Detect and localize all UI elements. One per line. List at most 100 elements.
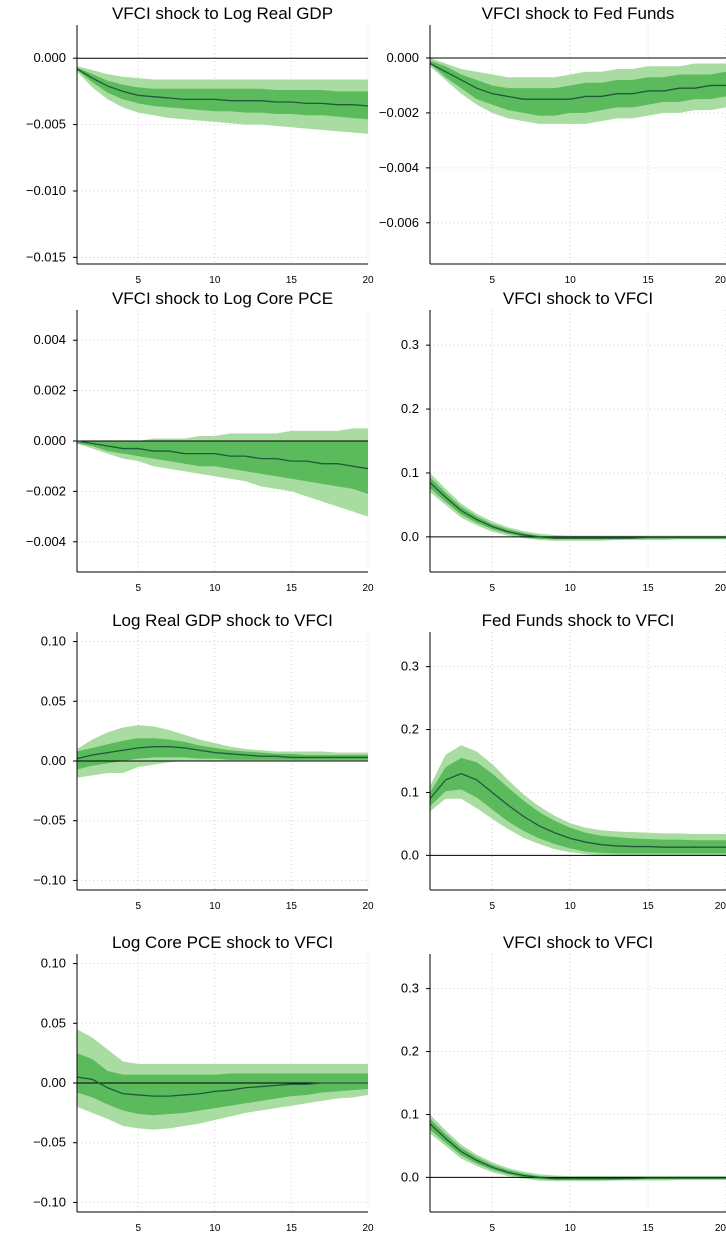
inner-confidence-band	[430, 60, 726, 116]
plot-area	[430, 745, 726, 857]
outer-confidence-band	[430, 1114, 726, 1182]
x-tick-label: 20	[362, 275, 374, 286]
inner-confidence-band	[77, 441, 368, 494]
plot-area	[430, 472, 726, 541]
y-tick-label: −0.05	[33, 813, 66, 828]
median-response-line	[430, 482, 726, 539]
y-tick-label: −0.006	[379, 215, 419, 230]
y-tick-label: 0.2	[401, 722, 419, 737]
inner-confidence-band	[77, 1053, 368, 1116]
plot-area	[430, 57, 726, 124]
x-tick-label: 20	[362, 1223, 374, 1234]
plot-area	[77, 1029, 368, 1130]
y-tick-label: 0.1	[401, 465, 419, 480]
y-tick-label: 0.0	[401, 1169, 419, 1184]
median-response-line	[77, 1076, 368, 1097]
panel-title: Log Core PCE shock to VFCI	[112, 933, 333, 952]
y-tick-label: 0.3	[401, 659, 419, 674]
median-response-line	[430, 62, 726, 100]
irf-panel-7: Log Core PCE shock to VFCI 0.10 0.05 0.00 −0…	[33, 933, 374, 1234]
panel-title: VFCI shock to VFCI	[503, 289, 653, 308]
y-tick-label: −0.10	[33, 872, 66, 887]
x-tick-label: 5	[490, 1223, 496, 1234]
x-tick-label: 5	[490, 275, 496, 286]
y-tick-label: −0.005	[26, 117, 66, 132]
panel-title: VFCI shock to VFCI	[503, 933, 653, 952]
panel-title: Log Real GDP shock to VFCI	[112, 611, 333, 630]
irf-panel-1: VFCI shock to Log Real GDP 0.000 −0.005 −0.…	[26, 4, 374, 286]
inner-confidence-band	[77, 67, 368, 120]
y-tick-label: 0.05	[41, 1015, 66, 1030]
panel-title: Fed Funds shock to VFCI	[482, 611, 675, 630]
y-tick-label: 0.00	[41, 1075, 66, 1090]
y-tick-label: 0.05	[41, 693, 66, 708]
y-tick-label: 0.000	[33, 433, 66, 448]
y-tick-label: 0.002	[33, 383, 66, 398]
x-tick-label: 5	[490, 583, 496, 594]
y-tick-label: 0.3	[401, 981, 419, 996]
x-tick-label: 5	[135, 583, 141, 594]
y-tick-label: 0.10	[41, 956, 66, 971]
median-response-line	[77, 746, 368, 760]
inner-confidence-band	[430, 1118, 726, 1180]
y-tick-label: 0.0	[401, 529, 419, 544]
y-tick-label: 0.2	[401, 401, 419, 416]
y-tick-label: −0.05	[33, 1135, 66, 1150]
y-tick-label: −0.004	[379, 160, 419, 175]
x-tick-label: 20	[362, 901, 374, 912]
x-tick-label: 15	[643, 583, 655, 594]
y-tick-label: 0.10	[41, 634, 66, 649]
y-tick-label: −0.002	[379, 105, 419, 120]
x-tick-label: 15	[286, 1223, 298, 1234]
x-tick-label: 5	[135, 275, 141, 286]
x-tick-label: 20	[362, 583, 374, 594]
x-tick-label: 20	[715, 1223, 726, 1234]
x-tick-label: 5	[135, 1223, 141, 1234]
inner-confidence-band	[430, 477, 726, 540]
x-tick-label: 10	[565, 275, 577, 286]
irf-panel-8: VFCI shock to VFCI 0.3 0.2 0.1 0.0 5 10 15 20	[401, 933, 726, 1234]
plot-area	[77, 725, 368, 778]
y-tick-label: −0.002	[26, 483, 66, 498]
y-tick-label: 0.2	[401, 1044, 419, 1059]
median-response-line	[77, 440, 368, 470]
y-tick-label: 0.00	[41, 753, 66, 768]
median-response-line	[77, 68, 368, 107]
plot-area	[77, 57, 368, 134]
median-response-line	[430, 1123, 726, 1180]
plot-area	[77, 428, 368, 517]
y-tick-label: −0.010	[26, 183, 66, 198]
y-tick-label: 0.0	[401, 847, 419, 862]
y-tick-label: 0.3	[401, 337, 419, 352]
x-tick-label: 20	[715, 901, 726, 912]
irf-panel-5: Log Real GDP shock to VFCI 0.10 0.05 0.00 −0…	[33, 611, 374, 912]
median-response-line	[430, 772, 726, 848]
y-tick-label: 0.1	[401, 1106, 419, 1121]
x-tick-label: 10	[209, 583, 221, 594]
x-tick-label: 15	[286, 275, 298, 286]
x-tick-label: 10	[209, 275, 221, 286]
y-tick-label: 0.000	[33, 50, 66, 65]
panel-title: VFCI shock to Log Core PCE	[112, 289, 333, 308]
y-tick-label: −0.004	[26, 534, 66, 549]
x-tick-label: 20	[715, 583, 726, 594]
x-tick-label: 15	[643, 275, 655, 286]
panel-title: VFCI shock to Fed Funds	[482, 4, 675, 23]
irf-panel-4: VFCI shock to VFCI 0.3 0.2 0.1 0.0 5 10 15 20	[401, 289, 726, 594]
panel-title: VFCI shock to Log Real GDP	[112, 4, 333, 23]
irf-panel-2: VFCI shock to Fed Funds 0.000 −0.002 −0.004…	[379, 4, 726, 286]
x-tick-label: 10	[565, 1223, 577, 1234]
outer-confidence-band	[430, 472, 726, 541]
y-tick-label: 0.1	[401, 784, 419, 799]
x-tick-label: 5	[135, 901, 141, 912]
y-tick-label: 0.004	[33, 332, 66, 347]
inner-confidence-band	[430, 757, 726, 854]
y-tick-label: −0.015	[26, 249, 66, 264]
plot-area	[430, 1114, 726, 1182]
x-tick-label: 20	[715, 275, 726, 286]
x-tick-label: 15	[286, 583, 298, 594]
x-tick-label: 15	[643, 1223, 655, 1234]
irf-panel-6: Fed Funds shock to VFCI 0.3 0.2 0.1 0.0 5 10 15…	[401, 611, 726, 912]
irf-panel-3: VFCI shock to Log Core PCE 0.004 0.002 0.00…	[26, 289, 374, 594]
